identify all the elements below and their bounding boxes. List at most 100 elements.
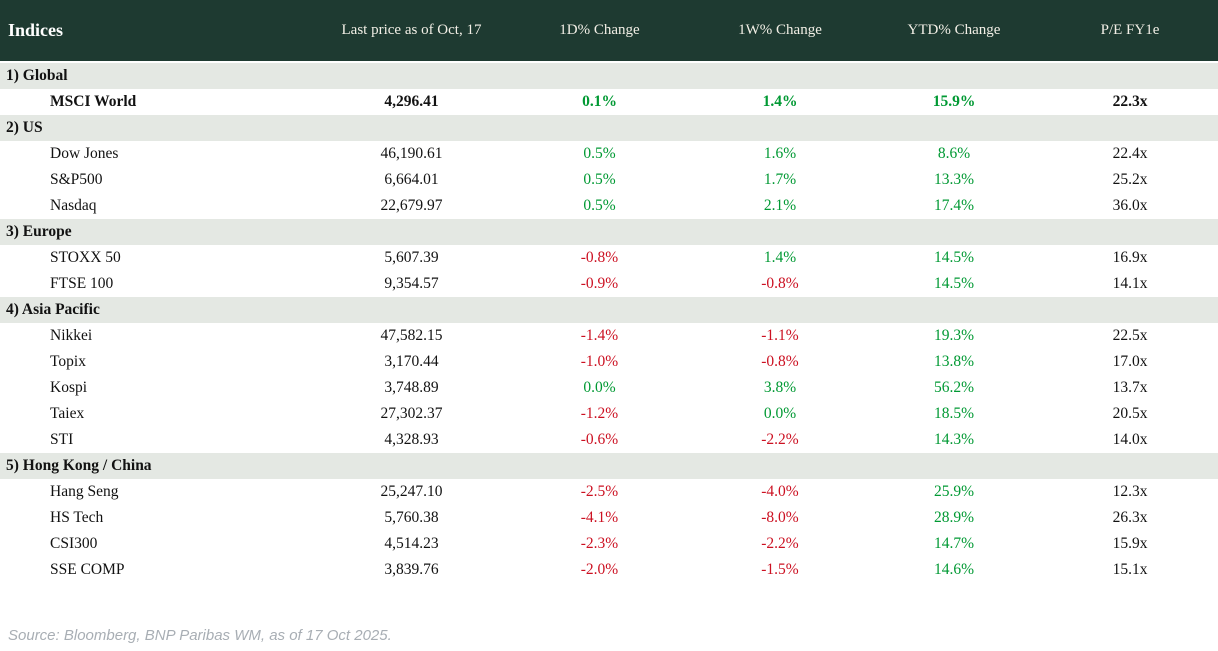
index-row: CSI300 4,514.23 -2.3% -2.2% 14.7% 15.9x (0, 531, 1218, 557)
ytd-change-cell: 13.8% (933, 353, 975, 370)
one-week-change-cell: -0.8% (761, 275, 799, 292)
one-day-change-cell: -1.0% (580, 353, 619, 370)
index-name-cell: Hang Seng (50, 483, 119, 500)
pe-cell: 13.7x (1112, 379, 1148, 396)
index-row: HS Tech 5,760.38 -4.1% -8.0% 28.9% 26.3x (0, 505, 1218, 531)
index-name-cell: Kospi (50, 379, 88, 396)
pe-cell: 16.9x (1112, 249, 1148, 266)
index-row: Nikkei 47,582.15 -1.4% -1.1% 19.3% 22.5x (0, 323, 1218, 349)
last-price-cell: 4,296.41 (384, 93, 439, 110)
section-label: 2) US (0, 115, 1218, 141)
one-day-change-cell: 0.5% (583, 197, 616, 214)
pe-cell: 36.0x (1112, 197, 1148, 214)
section-row: 5) Hong Kong / China (0, 453, 1218, 479)
section-label: 1) Global (0, 62, 1218, 89)
last-price-cell: 4,514.23 (384, 535, 439, 552)
last-price-cell: 25,247.10 (380, 483, 443, 500)
last-price-cell: 5,607.39 (384, 249, 439, 266)
one-week-change-cell: 1.4% (763, 249, 797, 266)
one-day-change-cell: 0.0% (583, 379, 616, 396)
section-row: 2) US (0, 115, 1218, 141)
last-price-cell: 46,190.61 (380, 145, 443, 162)
one-day-change-cell: -1.2% (580, 405, 619, 422)
one-week-change-cell: 3.8% (763, 379, 797, 396)
one-day-change-cell: -2.5% (580, 483, 619, 500)
pe-cell: 20.5x (1112, 405, 1148, 422)
one-week-change-cell: 1.4% (762, 93, 798, 110)
index-name-cell: Nikkei (50, 327, 93, 344)
source-note: Source: Bloomberg, BNP Paribas WM, as of… (8, 627, 392, 644)
one-week-change-cell: -8.0% (761, 509, 799, 526)
pe-cell: 12.3x (1112, 483, 1148, 500)
ytd-change-cell: 14.7% (933, 535, 975, 552)
index-name-cell: Dow Jones (50, 145, 119, 162)
section-row: 3) Europe (0, 219, 1218, 245)
ytd-change-cell: 14.5% (933, 275, 975, 292)
last-price-cell: 5,760.38 (384, 509, 439, 526)
index-row: STOXX 50 5,607.39 -0.8% 1.4% 14.5% 16.9x (0, 245, 1218, 271)
last-price-cell: 3,748.89 (384, 379, 439, 396)
ytd-change-cell: 8.6% (937, 145, 971, 162)
ytd-change-cell: 18.5% (933, 405, 975, 422)
index-row: S&P500 6,664.01 0.5% 1.7% 13.3% 25.2x (0, 167, 1218, 193)
index-name-cell: Nasdaq (50, 197, 97, 214)
pe-cell: 22.5x (1112, 327, 1148, 344)
one-week-change-cell: -2.2% (761, 431, 799, 448)
last-price-cell: 3,839.76 (384, 561, 439, 578)
column-header-1d-change: 1D% Change (505, 0, 694, 63)
index-row: SSE COMP 3,839.76 -2.0% -1.5% 14.6% 15.1x (0, 557, 1218, 583)
index-name-cell: S&P500 (50, 171, 103, 188)
one-week-change-cell: 1.6% (763, 145, 797, 162)
section-label: 5) Hong Kong / China (0, 453, 1218, 479)
ytd-change-cell: 17.4% (933, 197, 975, 214)
pe-cell: 22.3x (1112, 93, 1148, 110)
last-price-cell: 4,328.93 (384, 431, 439, 448)
index-name-cell: STOXX 50 (50, 249, 121, 266)
column-header-pe: P/E FY1e (1042, 0, 1218, 63)
section-label: 4) Asia Pacific (0, 297, 1218, 323)
ytd-change-cell: 14.6% (933, 561, 975, 578)
pe-cell: 14.1x (1112, 275, 1148, 292)
one-day-change-cell: -2.0% (580, 561, 619, 578)
one-day-change-cell: -0.8% (580, 249, 619, 266)
one-day-change-cell: 0.5% (583, 145, 616, 162)
one-week-change-cell: -1.1% (761, 327, 799, 344)
indices-table-body: 1) Global MSCI World 4,296.41 0.1% 1.4% 15.9%… (0, 62, 1218, 583)
section-row: 1) Global (0, 62, 1218, 89)
index-row: Dow Jones 46,190.61 0.5% 1.6% 8.6% 22.4x (0, 141, 1218, 167)
index-name-cell: HS Tech (50, 509, 104, 526)
last-price-cell: 47,582.15 (380, 327, 443, 344)
index-name-cell: CSI300 (50, 535, 98, 552)
ytd-change-cell: 13.3% (933, 171, 975, 188)
pe-cell: 15.1x (1112, 561, 1148, 578)
pe-cell: 17.0x (1112, 353, 1148, 370)
indices-table-header: Indices Last price as of Oct, 17 1D% Cha… (0, 0, 1218, 63)
one-day-change-cell: 0.1% (582, 93, 617, 110)
last-price-cell: 6,664.01 (384, 171, 439, 188)
index-row: Hang Seng 25,247.10 -2.5% -4.0% 25.9% 12.3x (0, 479, 1218, 505)
pe-cell: 26.3x (1112, 509, 1148, 526)
one-week-change-cell: -0.8% (761, 353, 799, 370)
one-week-change-cell: 1.7% (763, 171, 797, 188)
index-row: MSCI World 4,296.41 0.1% 1.4% 15.9% 22.3x (0, 89, 1218, 115)
pe-cell: 15.9x (1112, 535, 1148, 552)
one-week-change-cell: 0.0% (763, 405, 797, 422)
one-week-change-cell: 2.1% (763, 197, 797, 214)
ytd-change-cell: 28.9% (933, 509, 975, 526)
index-name-cell: SSE COMP (50, 561, 125, 578)
ytd-change-cell: 25.9% (933, 483, 975, 500)
index-row: FTSE 100 9,354.57 -0.9% -0.8% 14.5% 14.1x (0, 271, 1218, 297)
indices-table: Indices Last price as of Oct, 17 1D% Cha… (0, 0, 1218, 583)
pe-cell: 25.2x (1112, 171, 1148, 188)
last-price-cell: 9,354.57 (384, 275, 439, 292)
ytd-change-cell: 14.3% (933, 431, 975, 448)
index-name-cell: MSCI World (50, 93, 137, 110)
index-row: Topix 3,170.44 -1.0% -0.8% 13.8% 17.0x (0, 349, 1218, 375)
one-day-change-cell: -1.4% (580, 327, 619, 344)
one-day-change-cell: -0.9% (580, 275, 619, 292)
ytd-change-cell: 15.9% (932, 93, 976, 110)
one-day-change-cell: -4.1% (580, 509, 619, 526)
table-title: Indices (0, 0, 318, 63)
index-row: Kospi 3,748.89 0.0% 3.8% 56.2% 13.7x (0, 375, 1218, 401)
